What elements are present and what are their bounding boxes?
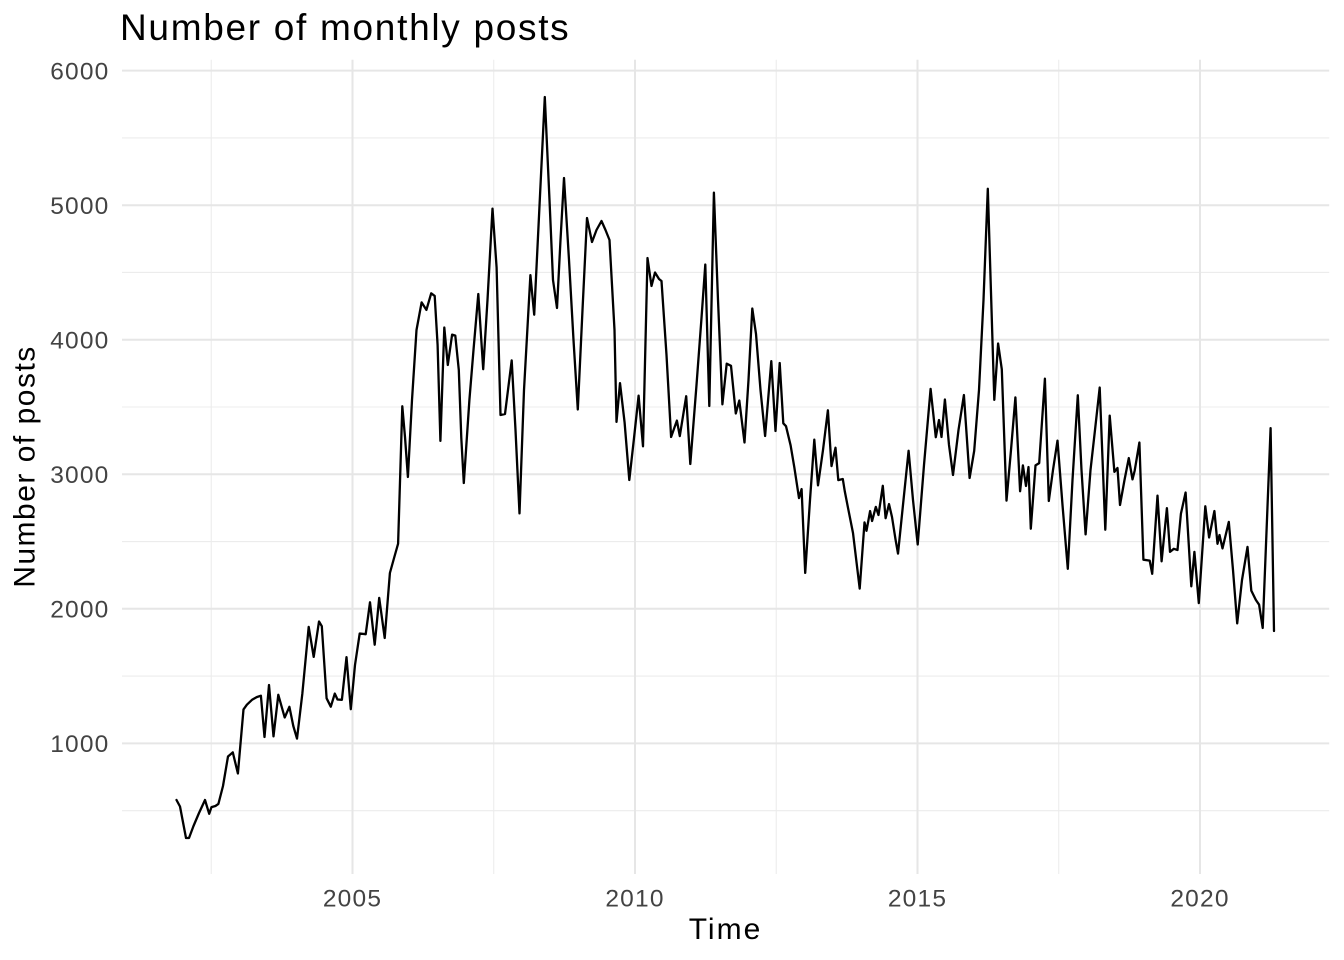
svg-text:2000: 2000 — [50, 597, 109, 624]
svg-text:2020: 2020 — [1170, 886, 1229, 913]
svg-text:1000: 1000 — [50, 731, 109, 758]
svg-text:Number of monthly posts: Number of monthly posts — [120, 7, 570, 48]
svg-text:5000: 5000 — [50, 193, 109, 220]
svg-text:6000: 6000 — [50, 58, 109, 85]
svg-text:3000: 3000 — [50, 462, 109, 489]
svg-text:Time: Time — [689, 913, 763, 946]
svg-text:2010: 2010 — [605, 886, 664, 913]
svg-text:2015: 2015 — [888, 886, 947, 913]
svg-text:2005: 2005 — [323, 886, 382, 913]
svg-text:4000: 4000 — [50, 327, 109, 354]
svg-text:Number of posts: Number of posts — [9, 345, 42, 588]
